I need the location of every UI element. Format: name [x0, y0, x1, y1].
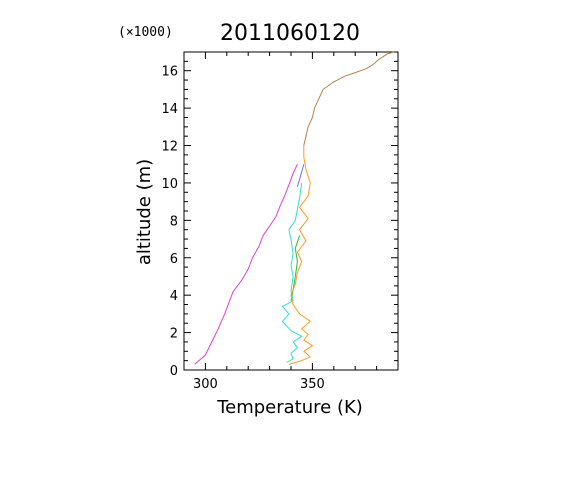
- y-tick-label: 6: [170, 252, 178, 267]
- x-tick-label: 300: [193, 377, 218, 392]
- y-tick-label: 8: [170, 214, 178, 229]
- y-axis: 0 2 4 6 8 10 12 14 16: [161, 51, 398, 379]
- y-tick-label: 4: [170, 289, 178, 304]
- y-tick-label: 10: [161, 177, 178, 192]
- y-tick-label: 2: [170, 327, 178, 342]
- chart-title: 2011060120: [220, 21, 360, 46]
- series-layer: [194, 51, 394, 365]
- x-tick-label: 350: [300, 377, 325, 392]
- series-line: [303, 51, 394, 146]
- series-line: [281, 182, 303, 363]
- series-line: [288, 145, 313, 365]
- y-tick-label: 14: [161, 102, 178, 117]
- y-tick-label: 16: [161, 65, 178, 80]
- y-tick-label: 12: [161, 140, 178, 155]
- y-tick-label: 0: [170, 364, 178, 379]
- x-axis: 300 350: [183, 52, 399, 392]
- series-line: [194, 163, 298, 365]
- multiplier-label: (×1000): [118, 25, 173, 40]
- series-line: [296, 164, 305, 187]
- x-axis-label: Temperature (K): [216, 397, 363, 418]
- y-axis-label: altitude (m): [134, 159, 155, 265]
- plot-frame: [183, 51, 399, 371]
